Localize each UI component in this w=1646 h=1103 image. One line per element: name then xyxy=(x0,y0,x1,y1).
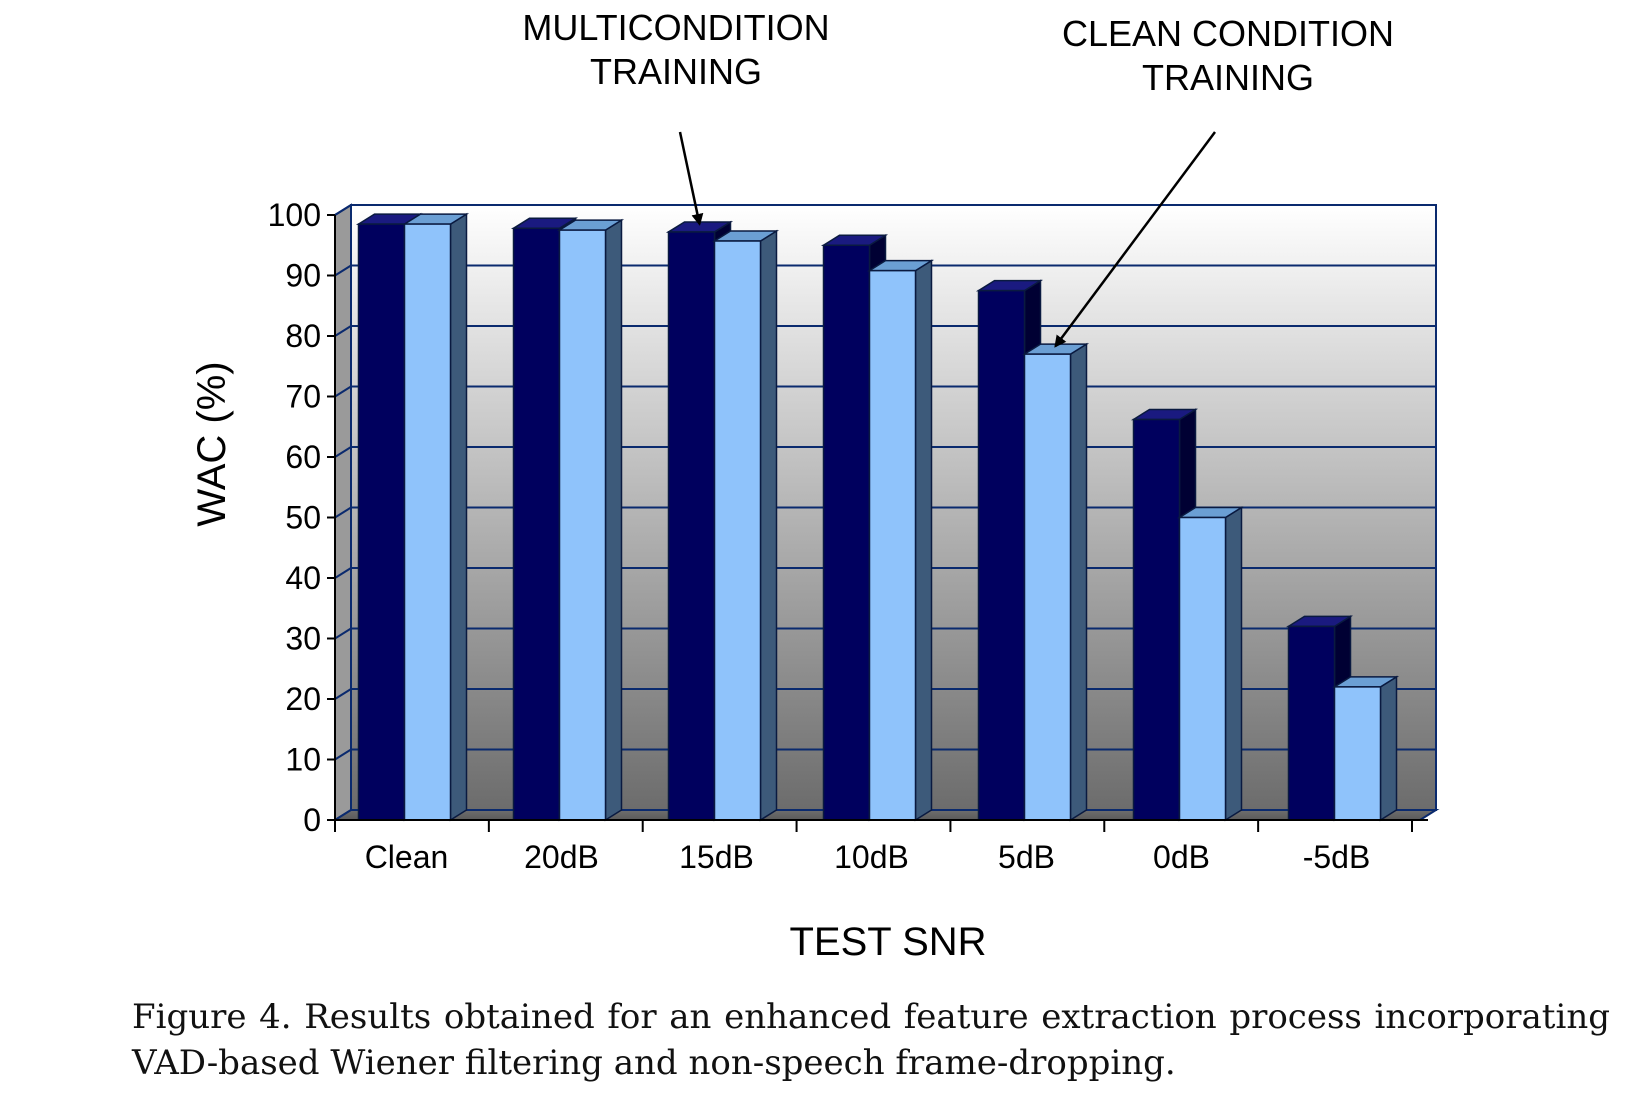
y-tick-label: 50 xyxy=(285,500,321,536)
bar-side-s1--5dB xyxy=(1379,675,1398,822)
gridline-side xyxy=(334,385,352,398)
y-tick-label: 30 xyxy=(285,621,321,657)
bar-side-s1-5dB xyxy=(1069,342,1088,822)
bar-s1-5dB xyxy=(1023,353,1072,821)
bar-side-s1-20dB xyxy=(604,218,623,822)
x-tick-label: 0dB xyxy=(1153,839,1210,875)
bar-side-s1-15dB xyxy=(759,229,778,822)
y-tick-label: 70 xyxy=(285,379,321,415)
bar-side-s1-0dB xyxy=(1224,506,1243,822)
x-tick-label: 5dB xyxy=(998,839,1055,875)
x-tick-label: 15dB xyxy=(679,839,754,875)
bar-side-s1-10dB xyxy=(914,259,933,822)
bar-s1--5dB xyxy=(1333,686,1382,821)
gridline-side xyxy=(334,506,352,519)
y-tick-label: 60 xyxy=(285,439,321,475)
annotation-label: CLEAN CONDITION xyxy=(1062,13,1394,54)
bar-s1-0dB xyxy=(1178,516,1227,821)
x-tick-label: Clean xyxy=(365,839,449,875)
bar-s0--5dB xyxy=(1287,625,1336,821)
y-tick-label: 100 xyxy=(268,197,321,233)
annotation-label: MULTICONDITION xyxy=(522,7,829,48)
x-tick-label: -5dB xyxy=(1303,839,1371,875)
y-tick-label: 20 xyxy=(285,681,321,717)
y-tick-label: 40 xyxy=(285,560,321,596)
gridline-side xyxy=(334,204,352,216)
gridline-side xyxy=(334,567,352,579)
x-tick-label: 10dB xyxy=(834,839,909,875)
gridline-side xyxy=(334,264,352,277)
y-tick-label: 90 xyxy=(285,258,321,294)
bar-s1-10dB xyxy=(868,269,917,821)
bar-s0-15dB xyxy=(667,231,716,821)
gridline-side xyxy=(334,627,352,640)
y-tick-label: 10 xyxy=(285,742,321,778)
bar-s0-0dB xyxy=(1132,418,1181,821)
annotation-label: TRAINING xyxy=(590,51,762,92)
axes: 0 10 20 30 40 50 60 70 80 90 100 Clean 20dB 15dB 10dB 5… xyxy=(268,197,1428,875)
bars xyxy=(355,212,1400,822)
bar-s1-20dB xyxy=(558,229,607,821)
gridline-side xyxy=(334,325,352,337)
annotation-label: TRAINING xyxy=(1142,57,1314,98)
figure-caption: Figure 4. Results obtained for an enhanc… xyxy=(132,997,1610,1083)
bar-s0-20dB xyxy=(512,227,561,821)
gridline-side xyxy=(334,748,352,761)
bar-s0-5dB xyxy=(977,289,1026,821)
y-tick-label: 0 xyxy=(303,802,321,838)
bar-side-s1-Clean xyxy=(449,212,468,822)
bar-s0-Clean xyxy=(357,223,406,821)
bar-s0-10dB xyxy=(822,244,871,821)
x-tick-label: 20dB xyxy=(524,839,599,875)
x-axis-title: TEST SNR xyxy=(789,920,986,964)
bar-s1-Clean xyxy=(403,223,452,821)
annotation-arrow xyxy=(1054,131,1217,348)
gridline-side xyxy=(334,446,352,458)
gridline-side xyxy=(334,688,352,700)
annotation-arrow xyxy=(678,131,704,226)
y-tick-label: 80 xyxy=(285,318,321,354)
y-axis-title: WAC (%) xyxy=(190,361,234,526)
bar-s1-15dB xyxy=(713,240,762,821)
